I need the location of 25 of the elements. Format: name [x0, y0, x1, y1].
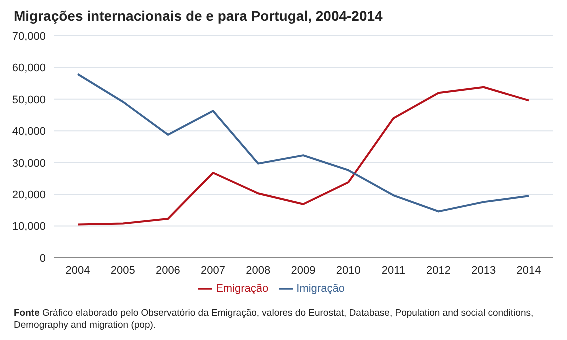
x-tick-label: 2011: [382, 264, 406, 277]
y-tick-label: 70,000: [12, 30, 46, 43]
x-tick-label: 2008: [246, 264, 271, 277]
y-tick-label: 50,000: [12, 94, 46, 106]
x-tick-label: 2012: [426, 264, 452, 277]
y-tick-label: 10,000: [12, 221, 46, 234]
x-tick-label: 2010: [336, 264, 361, 277]
x-tick-label: 2007: [201, 264, 226, 277]
legend-label: Imigração: [296, 282, 345, 295]
x-tick-label: 2013: [472, 264, 496, 277]
x-tick-label: 2009: [291, 264, 316, 277]
line-series: [77, 73, 530, 213]
x-tick-label: 2004: [66, 264, 90, 277]
chart-title: Migrações internacionais de e para Portugal, 2004-2014: [14, 8, 383, 24]
y-tick-label: 0: [40, 252, 46, 265]
source-note: Fonte Gráfico elaborado pelo Observatório da Emigração, valores do Eurostat, Database, Population and social conditions, Demography and migration (pop).: [14, 308, 535, 332]
legend-label: Emigração: [216, 282, 269, 295]
x-tick-label: 2006: [156, 264, 180, 277]
y-tick-label: 30,000: [12, 158, 46, 170]
y-tick-label: 20,000: [12, 189, 46, 202]
y-tick-label: 40,000: [12, 126, 46, 138]
x-tick-label: 2014: [516, 264, 542, 277]
y-tick-label: 60,000: [12, 62, 46, 75]
line-series: [77, 86, 530, 226]
x-tick-label: 2005: [110, 264, 136, 277]
